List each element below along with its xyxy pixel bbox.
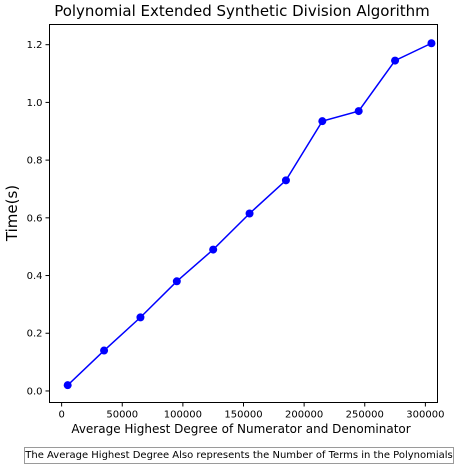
data-point (391, 56, 400, 65)
x-tick-label: 300000 (406, 410, 444, 421)
y-tick-label: 0.4 (27, 271, 43, 282)
y-tick-label: 0.0 (27, 386, 43, 397)
data-point (318, 117, 327, 126)
data-point (136, 313, 145, 322)
x-tick-label: 0 (58, 410, 64, 421)
y-tick-label: 1.0 (27, 98, 43, 109)
x-axis-ticks: 0 50000 100000 150000 200000 250000 300000 (58, 402, 444, 421)
data-point (281, 176, 290, 185)
x-tick-label: 50000 (106, 410, 138, 421)
footnote-box: The Average Highest Degree Also represen… (24, 447, 454, 464)
y-tick-label: 0.8 (27, 156, 43, 167)
y-tick-label: 0.6 (27, 213, 43, 224)
chart-title: Polynomial Extended Synthetic Division A… (54, 2, 430, 20)
x-tick-label: 150000 (224, 410, 262, 421)
data-point (63, 381, 72, 390)
data-point (427, 39, 436, 48)
data-point (209, 245, 218, 254)
y-axis-label: Time(s) (3, 185, 21, 242)
y-tick-label: 1.2 (27, 40, 43, 51)
x-tick-label: 200000 (285, 410, 323, 421)
chart: Polynomial Extended Synthetic Division A… (3, 2, 444, 436)
data-point (354, 107, 363, 116)
series-line-group (63, 39, 436, 390)
x-tick-label: 250000 (346, 410, 384, 421)
x-tick-label: 100000 (164, 410, 202, 421)
x-axis-label: Average Highest Degree of Numerator and … (71, 422, 410, 436)
data-point (245, 209, 254, 218)
y-tick-label: 0.2 (27, 329, 43, 340)
y-axis-ticks: 0.0 0.2 0.4 0.6 0.8 1.0 1.2 (27, 40, 50, 397)
data-point (100, 346, 109, 355)
data-point (172, 277, 181, 286)
